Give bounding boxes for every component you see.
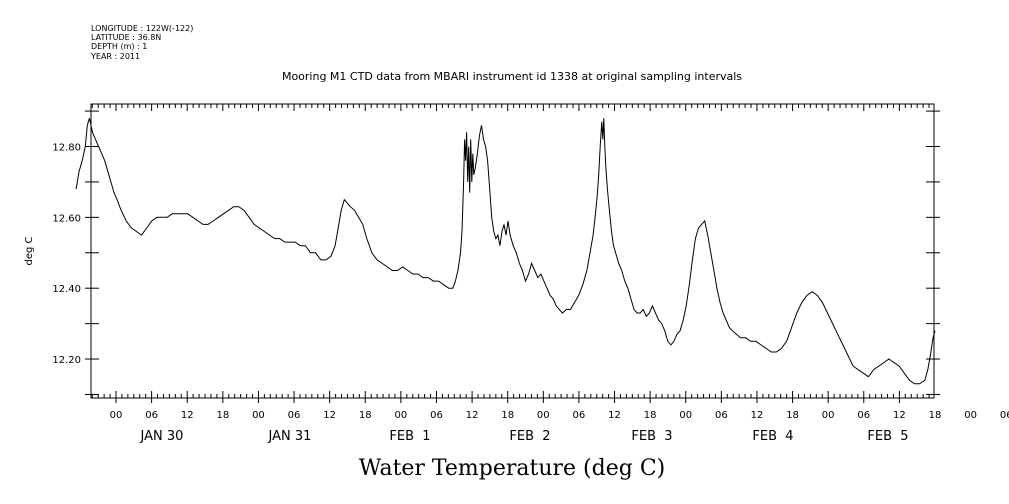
- x-tick-labels: 00 06 12 18 00 06 12 18 00 06 12 18 00 06 12 18 00 06 12 18…: [110, 410, 1009, 421]
- y-tick-label: 12.80: [52, 143, 81, 154]
- x-tick-label: 06: [430, 410, 443, 421]
- y-tick-label: 12.40: [52, 284, 81, 295]
- chart-title: Mooring M1 CTD data from MBARI instrumen…: [282, 70, 742, 83]
- latitude-text: LATITUDE : 36.8N: [91, 33, 161, 42]
- year-text: YEAR : 2011: [90, 52, 140, 61]
- y-tick-label: 12.60: [52, 213, 81, 224]
- x-tick-label: 00: [964, 410, 977, 421]
- x-tick-label: 18: [929, 410, 942, 421]
- x-tick-label: 00: [252, 410, 265, 421]
- x-tick-label: 12: [181, 410, 194, 421]
- x-tick-label: 00: [395, 410, 408, 421]
- date-label: FEB 4: [752, 429, 793, 444]
- date-label: JAN 30: [140, 429, 184, 444]
- date-label: FEB 3: [631, 429, 672, 444]
- meta-block: LONGITUDE : 122W(-122) LATITUDE : 36.8N …: [90, 24, 193, 61]
- x-tick-label: 12: [608, 410, 621, 421]
- x-tick-label: 18: [216, 410, 229, 421]
- x-tick-label: 06: [857, 410, 870, 421]
- date-label: FEB 2: [509, 429, 550, 444]
- date-labels: JAN 30 JAN 31 FEB 1 FEB 2 FEB 3 FEB 4 FEB 5: [140, 429, 909, 444]
- date-label: FEB 1: [389, 429, 430, 444]
- plot-frame: [90, 103, 935, 399]
- x-tick-label: 00: [110, 410, 123, 421]
- x-tick-label: 18: [786, 410, 799, 421]
- x-tick-label: 06: [715, 410, 728, 421]
- x-tick-label: 12: [323, 410, 336, 421]
- x-tick-label: 00: [679, 410, 692, 421]
- x-tick-label: 12: [751, 410, 764, 421]
- x-axis-label: Water Temperature (deg C): [359, 456, 666, 481]
- x-tick-label: 06: [288, 410, 301, 421]
- date-label: JAN 31: [268, 429, 312, 444]
- x-tick-label: 06: [1000, 410, 1009, 421]
- x-tick-label: 12: [466, 410, 479, 421]
- x-tick-label: 18: [501, 410, 514, 421]
- x-tick-label: 00: [822, 410, 835, 421]
- x-tick-label: 00: [537, 410, 550, 421]
- x-tick-label: 06: [145, 410, 158, 421]
- y-tick-label: 12.20: [52, 355, 81, 366]
- x-tick-label: 18: [359, 410, 372, 421]
- longitude-text: LONGITUDE : 122W(-122): [91, 24, 193, 33]
- y-axis-label: deg C: [24, 236, 35, 265]
- x-tick-label: 18: [644, 410, 657, 421]
- x-tick-label: 06: [573, 410, 586, 421]
- depth-text: DEPTH (m) : 1: [91, 42, 147, 51]
- y-tick-labels: 12.20 12.40 12.60 12.80: [52, 143, 81, 367]
- x-tick-label: 12: [893, 410, 906, 421]
- date-label: FEB 5: [867, 429, 908, 444]
- temperature-line: [75, 118, 936, 385]
- axis-ticks: [85, 104, 940, 403]
